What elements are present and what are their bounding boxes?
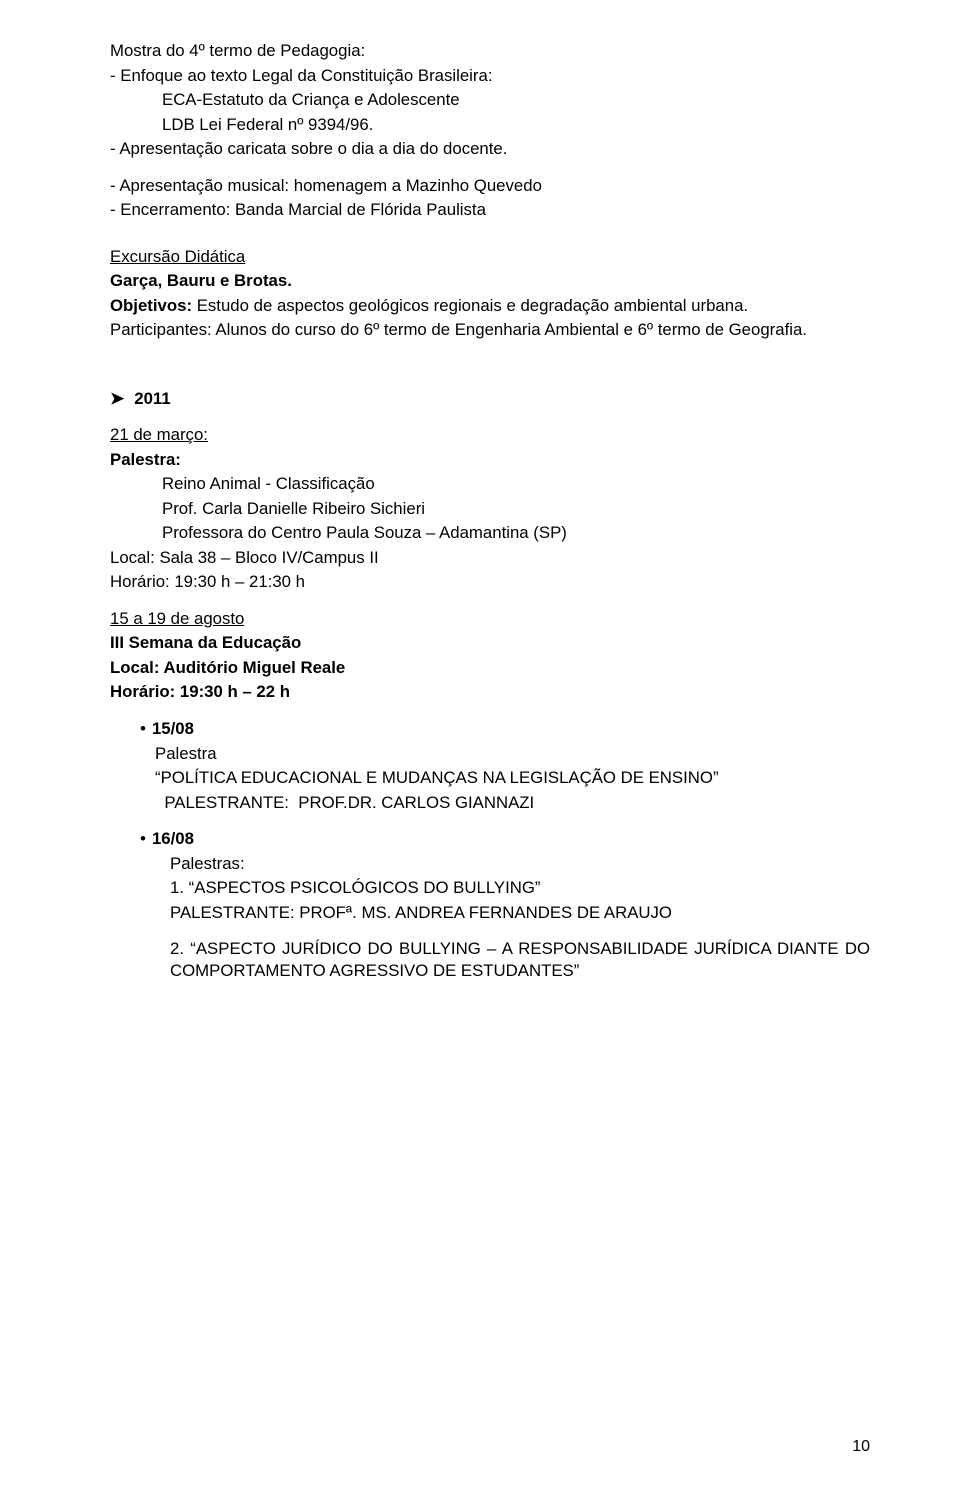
agosto-local: Local: Auditório Miguel Reale [110,657,870,679]
d1508-palestrante: PALESTRANTE: PROF.DR. CARLOS GIANNAZI [140,792,870,814]
year-item: ➤ 2011 [110,388,870,410]
excursao-objetivos: Objetivos: Estudo de aspectos geológicos… [110,295,870,317]
agosto-horario: Horário: 19:30 h – 22 h [110,681,870,703]
mostra-ldb: LDB Lei Federal nº 9394/96. [110,114,870,136]
d1608-date: 16/08 [152,829,194,848]
marco-line2: Prof. Carla Danielle Ribeiro Sichieri [110,498,870,520]
d1608-palestras: Palestras: [140,853,870,875]
mostra-item3-text: Apresentação musical: homenagem a Mazinh… [119,176,542,195]
d1508-block: • 15/08 Palestra “POLÍTICA EDUCACIONAL E … [110,718,870,813]
mostra-eca: ECA-Estatuto da Criança e Adolescente [110,89,870,111]
d1608-date-line: • 16/08 [140,828,870,850]
marco-line1: Reino Animal - Classificação [110,473,870,495]
page-number: 10 [852,1437,870,1457]
d1508-date: 15/08 [152,719,194,738]
excursao-objetivos-text: Estudo de aspectos geológicos regionais … [192,296,748,315]
bullet-icon: • [140,719,146,738]
d1608-item1-palestrante: PALESTRANTE: PROFª. MS. ANDREA FERNANDES… [140,902,870,924]
bullet-icon: • [140,829,146,848]
d1608-item2: 2. “ASPECTO JURÍDICO DO BULLYING – A RES… [140,938,870,981]
agosto-title: III Semana da Educação [110,632,870,654]
year-label: 2011 [134,388,170,410]
d1508-date-line: • 15/08 [140,718,870,740]
mostra-item3: - Apresentação musical: homenagem a Mazi… [110,175,870,197]
mostra-item2: - Apresentação caricata sobre o dia a di… [110,138,870,160]
arrow-icon: ➤ [110,388,124,410]
mostra-item4-text: Encerramento: Banda Marcial de Flórida P… [120,200,486,219]
excursao-objetivos-label: Objetivos: [110,296,192,315]
mostra-item1-text: Enfoque ao texto Legal da Constituição B… [120,66,492,85]
marco-line3: Professora do Centro Paula Souza – Adama… [110,522,870,544]
mostra-item1: - Enfoque ao texto Legal da Constituição… [110,65,870,87]
d1608-item1: 1. “ASPECTOS PSICOLÓGICOS DO BULLYING” [140,877,870,899]
mostra-item4-prefix: - [110,200,120,219]
marco-date: 21 de março: [110,424,870,446]
mostra-item4: - Encerramento: Banda Marcial de Flórida… [110,199,870,221]
agosto-date: 15 a 19 de agosto [110,608,870,630]
mostra-title: Mostra do 4º termo de Pedagogia: [110,40,870,62]
marco-local: Local: Sala 38 – Bloco IV/Campus II [110,547,870,569]
d1508-palestra: Palestra [140,743,870,765]
mostra-item3-prefix: - [110,176,119,195]
excursao-locais: Garça, Bauru e Brotas. [110,270,870,292]
mostra-item2-text: Apresentação caricata sobre o dia a dia … [119,139,507,158]
d1508-quote: “POLÍTICA EDUCACIONAL E MUDANÇAS NA LEGI… [140,767,870,789]
marco-horario: Horário: 19:30 h – 21:30 h [110,571,870,593]
d1608-block: • 16/08 Palestras: 1. “ASPECTOS PSICOLÓGI… [110,828,870,981]
excursao-heading: Excursão Didática [110,246,870,268]
page: Mostra do 4º termo de Pedagogia: - Enfoq… [0,0,960,1487]
marco-palestra-label: Palestra: [110,449,870,471]
mostra-item2-prefix: - [110,139,119,158]
excursao-participantes: Participantes: Alunos do curso do 6º ter… [110,319,870,341]
mostra-item1-prefix: - [110,66,120,85]
